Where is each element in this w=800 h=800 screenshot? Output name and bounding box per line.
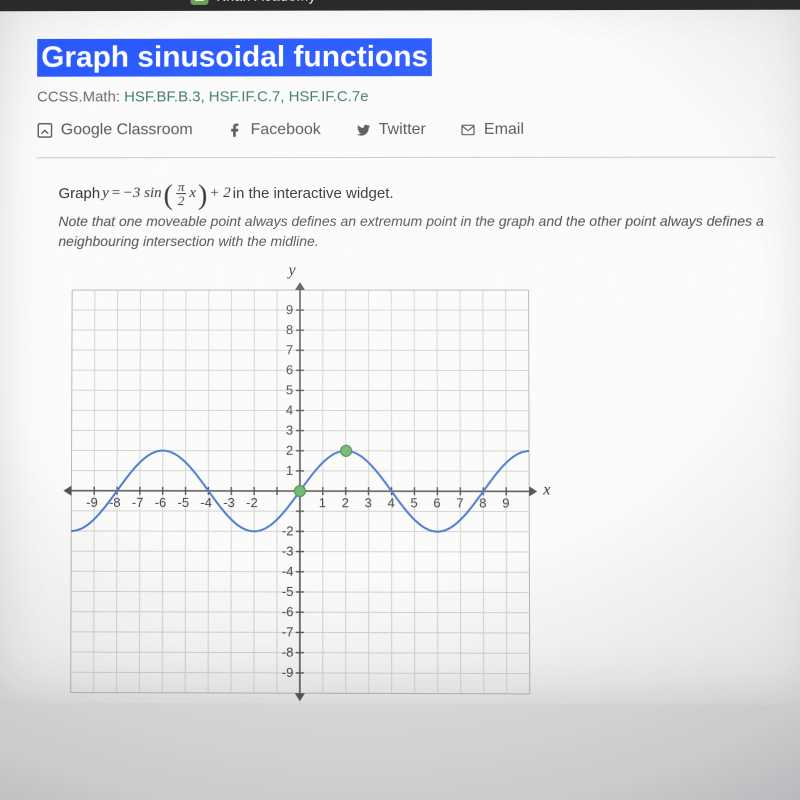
twitter-icon [355, 122, 371, 138]
x-tick-label: -9 [86, 494, 98, 509]
email-icon [460, 122, 476, 138]
eq-xvar: x [189, 185, 196, 202]
y-tick-label: 3 [286, 422, 293, 437]
y-tick-label: 5 [286, 382, 293, 397]
y-tick-label: -7 [282, 624, 294, 639]
share-google-classroom[interactable]: Google Classroom [37, 121, 193, 139]
y-tick-label: -9 [282, 664, 294, 679]
problem-prefix: Graph [59, 185, 101, 202]
interactive-graph[interactable]: -9-8-7-6-5-4-3-2123456789123456789-2-3-4… [61, 280, 540, 704]
x-tick-label: -6 [155, 494, 167, 509]
share-row: Google Classroom Facebook Twitter Email [37, 121, 775, 159]
y-tick-label: -5 [282, 583, 294, 598]
eq-coef: −3 sin [123, 185, 162, 202]
eq-offset: + 2 [209, 185, 230, 202]
midline-point[interactable] [294, 485, 306, 497]
y-tick-label: -4 [282, 563, 294, 578]
classroom-icon [37, 122, 53, 138]
share-twitter-label: Twitter [379, 121, 426, 139]
page-title: Graph sinusoidal functions [37, 38, 432, 76]
x-tick-label: -5 [178, 494, 190, 509]
eq-frac-den: 2 [176, 194, 187, 207]
x-tick-label: 9 [502, 495, 509, 510]
x-tick-label: 4 [387, 495, 394, 510]
x-tick-label: 6 [433, 495, 440, 510]
y-tick-label: 1 [286, 462, 293, 477]
y-tick-label: 8 [286, 322, 293, 337]
y-tick-label: 6 [286, 362, 293, 377]
eq-frac-num: π [176, 180, 187, 194]
extremum-point[interactable] [340, 444, 352, 456]
y-tick-label: -6 [282, 604, 294, 619]
problem-note: Note that one moveable point always defi… [58, 211, 765, 252]
axis-label-x: x [543, 481, 550, 499]
y-tick-label: -2 [282, 523, 294, 538]
y-tick-label: 2 [286, 442, 293, 457]
x-tick-label: -7 [132, 494, 144, 509]
y-tick-label: -8 [282, 644, 294, 659]
x-tick-label: 3 [365, 495, 372, 510]
x-tick-label: 1 [319, 495, 326, 510]
standards-prefix: CCSS.Math: [37, 89, 124, 106]
x-tick-label: 7 [456, 495, 463, 510]
x-tick-label: 5 [410, 495, 417, 510]
share-classroom-label: Google Classroom [61, 121, 193, 139]
y-tick-label: -3 [282, 543, 294, 558]
brand-logo-icon [191, 0, 209, 5]
share-email[interactable]: Email [460, 121, 524, 139]
standards-links[interactable]: HSF.BF.B.3, HSF.IF.C.7, HSF.IF.C.7e [124, 88, 368, 105]
share-email-label: Email [484, 121, 524, 139]
eq-lhs: y [102, 185, 109, 202]
facebook-icon [227, 122, 243, 138]
y-tick-label: 7 [286, 342, 293, 357]
x-tick-label: 2 [342, 495, 349, 510]
problem-suffix: in the interactive widget. [233, 185, 394, 202]
share-facebook[interactable]: Facebook [227, 121, 321, 139]
standards-line: CCSS.Math: HSF.BF.B.3, HSF.IF.C.7, HSF.I… [37, 88, 775, 106]
y-tick-label: 4 [286, 402, 293, 417]
x-tick-label: 8 [479, 495, 486, 510]
axis-label-y: y [54, 262, 530, 280]
x-tick-label: -8 [109, 494, 121, 509]
brand-name: Khan Academy [216, 0, 316, 4]
y-tick-label: 9 [286, 302, 293, 317]
share-twitter[interactable]: Twitter [355, 121, 426, 139]
share-facebook-label: Facebook [251, 121, 321, 139]
x-tick-label: -2 [246, 495, 258, 510]
x-tick-label: -3 [223, 495, 235, 510]
eq-equals: = [111, 185, 121, 202]
problem-statement: Graph y = −3 sin ( π 2 x ) + 2 in the in… [59, 180, 766, 207]
x-tick-label: -4 [200, 495, 212, 510]
eq-fraction: π 2 [176, 180, 187, 207]
